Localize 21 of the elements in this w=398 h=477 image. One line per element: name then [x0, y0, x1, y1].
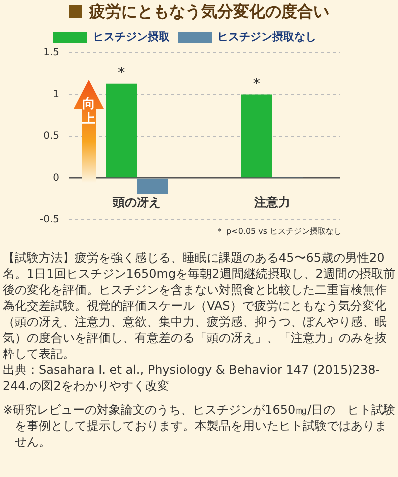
arrow-icon: 向上 [74, 80, 104, 183]
y-tick-label: 1.5 [44, 48, 60, 59]
legend-label: ヒスチジン摂取なし [218, 30, 316, 44]
annotation: * [118, 66, 126, 82]
bar [241, 94, 272, 178]
legend-label: ヒスチジン摂取 [93, 30, 171, 44]
chart-title: 疲労にともなう気分変化の度合い [90, 2, 330, 21]
y-tick-label: -0.5 [40, 214, 60, 226]
y-tick-label: 1 [53, 89, 60, 100]
bar [137, 178, 168, 194]
text: 【試験方法】疲労を強く感じる、睡眠に課題のある45〜65歳の男性20名。1日1回ヒスチジン1650mgを毎朝2週間継続摂取し、2週間の摂取前後の変化を評価。ヒスチジンを含まない対照食と比較した二重盲検無作為化交差試験。視覚的評価スケール（VAS）で疲労にともなう気分変化（頭の冴え、注意力、意欲、集中力、疲労感、抑うつ、ぼんやり感、眠気）の度合いを評価し、有意差のる「頭の冴え」、「注意力」のみを抜粋して表記。 [3, 250, 396, 362]
source-note: 出典：Sasahara I. et al., Physiology & Behavior 147 (2015)238-244.の図2をわかりやすく改変 [3, 362, 382, 394]
text: ＊ p<0.05 vs ヒスチジン摂取なし [216, 226, 342, 237]
annotation: 向上 [82, 97, 96, 127]
y-tick-label: 0.5 [44, 131, 60, 142]
x-tick-label: 注意力 [253, 195, 290, 210]
y-tick-label: 0 [53, 172, 60, 184]
text: ※研究レビューの対象論文のうち、ヒスチジンが1650㎎/日の ヒト試験を事例として提示しております。本製品を用いたヒト試験ではありません。 [3, 402, 397, 450]
bar [106, 84, 138, 178]
annotation: * [253, 76, 260, 92]
x-tick-label: 頭の冴え [112, 195, 162, 210]
